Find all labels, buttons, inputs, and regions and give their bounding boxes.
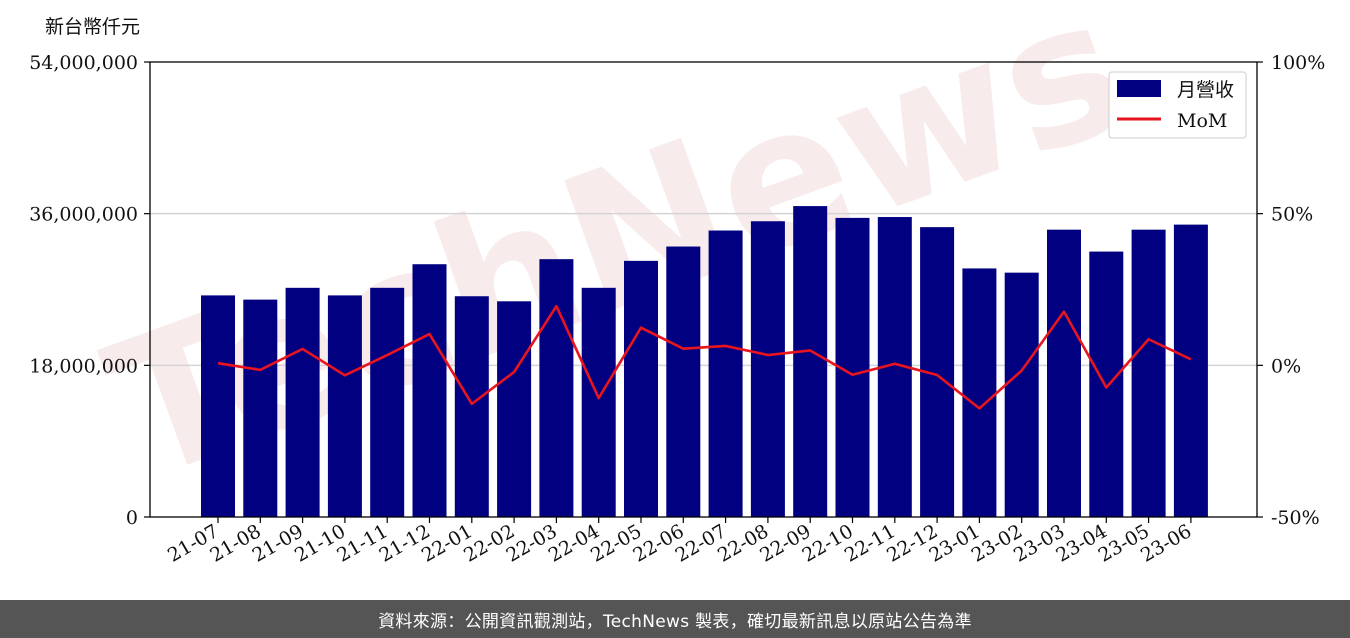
- plot-frame: [149, 61, 1258, 518]
- right-tick-label: 100%: [1271, 52, 1325, 74]
- legend-bar-swatch: [1117, 80, 1161, 97]
- revenue-bar: [624, 260, 658, 517]
- left-tick-label: 36,000,000: [29, 204, 138, 226]
- revenue-bar: [750, 221, 785, 517]
- legend-label-revenue: 月營收: [1177, 79, 1234, 101]
- revenue-bar: [327, 295, 362, 517]
- bar-series: [201, 206, 1208, 518]
- mom-line-series: [217, 304, 1192, 410]
- revenue-bar: [285, 287, 320, 517]
- revenue-bar: [962, 268, 997, 517]
- revenue-bar: [708, 230, 743, 517]
- left-tick-label: 18,000,000: [29, 355, 138, 377]
- revenue-bar: [454, 296, 489, 517]
- legend-label-mom: MoM: [1177, 110, 1227, 132]
- revenue-bar: [412, 264, 447, 517]
- footer-text: 資料來源：公開資訊觀測站，TechNews 製表，確切最新訊息以原站公告為準: [378, 611, 972, 632]
- source-footer: 資料來源：公開資訊觀測站，TechNews 製表，確切最新訊息以原站公告為準: [0, 600, 1350, 638]
- revenue-bar: [1047, 229, 1081, 518]
- revenue-bar: [201, 295, 235, 517]
- revenue-bar: [1089, 251, 1124, 518]
- revenue-bar: [581, 287, 616, 517]
- revenue-bar: [1173, 224, 1208, 518]
- revenue-bar: [497, 301, 532, 517]
- chart-svg: TechNews 018,000,00036,000,00054,000,000…: [29, 0, 1325, 567]
- y-axis-unit-label: 新台幣仟元: [45, 16, 140, 38]
- revenue-bar: [1131, 229, 1166, 518]
- revenue-bar: [539, 259, 574, 517]
- revenue-bar: [666, 246, 701, 517]
- mom-line: [217, 304, 1192, 410]
- legend: 月營收 MoM: [1108, 71, 1247, 139]
- revenue-bar: [1004, 272, 1039, 517]
- right-tick-label: 50%: [1271, 204, 1313, 226]
- right-tick-label: -50%: [1271, 507, 1320, 529]
- left-tick-label: 54,000,000: [29, 52, 138, 74]
- left-tick-label: 0: [126, 507, 138, 529]
- revenue-bar: [243, 299, 278, 517]
- revenue-bar: [793, 206, 828, 518]
- right-tick-label: 0%: [1271, 355, 1301, 377]
- chart: TechNews 0 18,000,000 36,000,000 54,000,000…: [29, 0, 1325, 567]
- revenue-bar: [370, 287, 405, 517]
